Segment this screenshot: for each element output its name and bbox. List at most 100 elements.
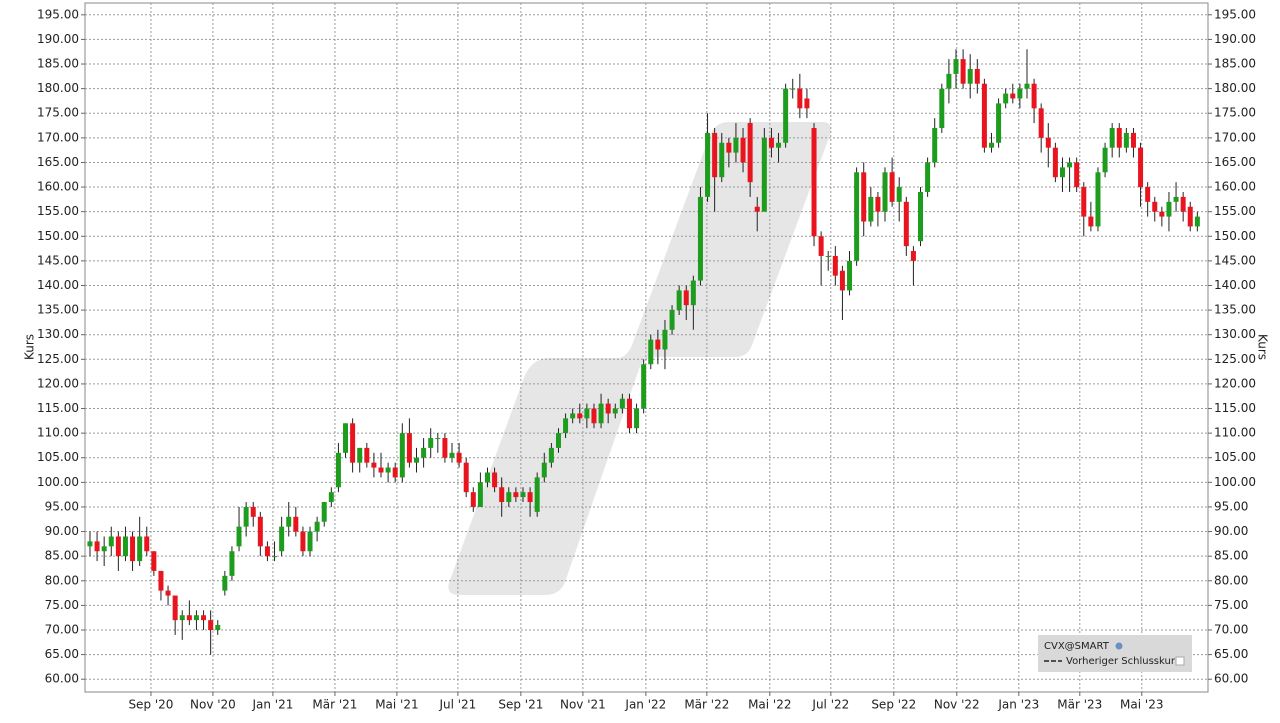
candle-body (946, 73, 952, 89)
candle-body (449, 452, 455, 458)
y2-tick-label: 95.00 (1214, 499, 1248, 513)
candle-body (463, 462, 469, 493)
candle-body (371, 462, 377, 468)
candle-body (484, 472, 490, 483)
y2-tick-label: 185.00 (1214, 57, 1256, 71)
candle-body (683, 290, 689, 306)
candle-body (229, 551, 235, 576)
y2-tick-label: 60.00 (1214, 672, 1248, 686)
candle-body (151, 551, 157, 571)
candle-body (264, 546, 270, 557)
x-tick-label: Mai '22 (748, 698, 791, 712)
candle-body (662, 329, 668, 350)
candle-body (250, 506, 256, 517)
candle-body (776, 142, 782, 148)
candle-body (435, 438, 441, 440)
candle-body (307, 531, 313, 552)
y-tick-label: 165.00 (37, 155, 79, 169)
candle-body (839, 270, 845, 291)
legend-entry: Vorheriger Schlusskurs (1066, 656, 1180, 667)
y2-tick-label: 130.00 (1214, 327, 1256, 341)
candle-body (1152, 201, 1158, 212)
candle-body (1194, 216, 1200, 227)
y-tick-label: 130.00 (37, 327, 79, 341)
candle-body (1010, 93, 1016, 99)
y-tick-label: 60.00 (45, 672, 79, 686)
candle-body (740, 137, 746, 163)
y2-tick-label: 145.00 (1214, 253, 1256, 267)
y-tick-label: 90.00 (45, 524, 79, 538)
candle-body (236, 526, 242, 547)
candle-body (534, 477, 540, 512)
y-tick-label: 145.00 (37, 253, 79, 267)
candle-body (179, 615, 185, 621)
candle-body (130, 536, 136, 562)
y-tick-label: 70.00 (45, 622, 79, 636)
candle-body (1116, 128, 1122, 148)
candle-body (1166, 201, 1172, 217)
y2-tick-label: 70.00 (1214, 622, 1248, 636)
candle-body (243, 506, 249, 527)
y-tick-label: 95.00 (45, 499, 79, 513)
candle-body (974, 68, 980, 84)
candle-body (314, 521, 320, 532)
y2-tick-label: 175.00 (1214, 106, 1256, 120)
y-tick-label: 170.00 (37, 130, 79, 144)
candle-body (896, 187, 902, 202)
candle-body (577, 413, 583, 419)
y2-tick-label: 115.00 (1214, 401, 1256, 415)
candle-body (286, 516, 292, 527)
x-tick-label: Sep '22 (871, 698, 916, 712)
y-tick-label: 75.00 (45, 598, 79, 612)
candle-body (414, 457, 420, 463)
candle-body (1130, 132, 1136, 148)
x-tick-label: Mär '22 (684, 698, 729, 712)
candle-body (903, 201, 909, 247)
legend-checkbox[interactable] (1175, 656, 1185, 666)
candle-body (321, 502, 327, 522)
y2-tick-label: 135.00 (1214, 303, 1256, 317)
candle-body (1123, 132, 1129, 148)
y-tick-label: 125.00 (37, 352, 79, 366)
x-tick-label: Nov '20 (190, 698, 236, 712)
y-tick-label: 190.00 (37, 32, 79, 46)
y-tick-label: 160.00 (37, 180, 79, 194)
candle-body (137, 536, 143, 562)
candle-body (520, 492, 526, 498)
x-tick-label: Mai '21 (375, 698, 418, 712)
candle-body (357, 447, 363, 463)
candle-body (108, 536, 114, 547)
candle-body (279, 526, 285, 552)
y2-tick-label: 80.00 (1214, 573, 1248, 587)
y2-tick-label: 140.00 (1214, 278, 1256, 292)
candle-body (641, 364, 647, 409)
candle-body (988, 142, 994, 148)
candle-body (847, 260, 853, 291)
y-tick-label: 120.00 (37, 376, 79, 390)
candle-body (87, 541, 93, 547)
y-tick-label: 65.00 (45, 647, 79, 661)
candle-body (875, 196, 881, 212)
candle-body (272, 556, 278, 558)
candle-body (783, 88, 789, 143)
candle-body (960, 59, 966, 84)
candle-body (335, 452, 341, 488)
candle-body (1017, 88, 1023, 99)
candle-body (634, 408, 640, 429)
y-tick-label: 150.00 (37, 229, 79, 243)
x-tick-label: Nov '21 (560, 698, 606, 712)
candle-body (804, 98, 810, 109)
candle-body (513, 492, 519, 498)
candle-body (939, 88, 945, 129)
y-axis-label: Kurs (23, 334, 37, 360)
candle-body (726, 142, 732, 153)
legend-box (1038, 635, 1192, 672)
candle-body (712, 132, 718, 178)
candle-body (328, 492, 334, 503)
x-tick-label: Jul '22 (811, 698, 849, 712)
candle-body (201, 615, 207, 621)
candle-body (378, 467, 384, 473)
y-tick-label: 195.00 (37, 7, 79, 21)
candle-body (165, 590, 171, 596)
